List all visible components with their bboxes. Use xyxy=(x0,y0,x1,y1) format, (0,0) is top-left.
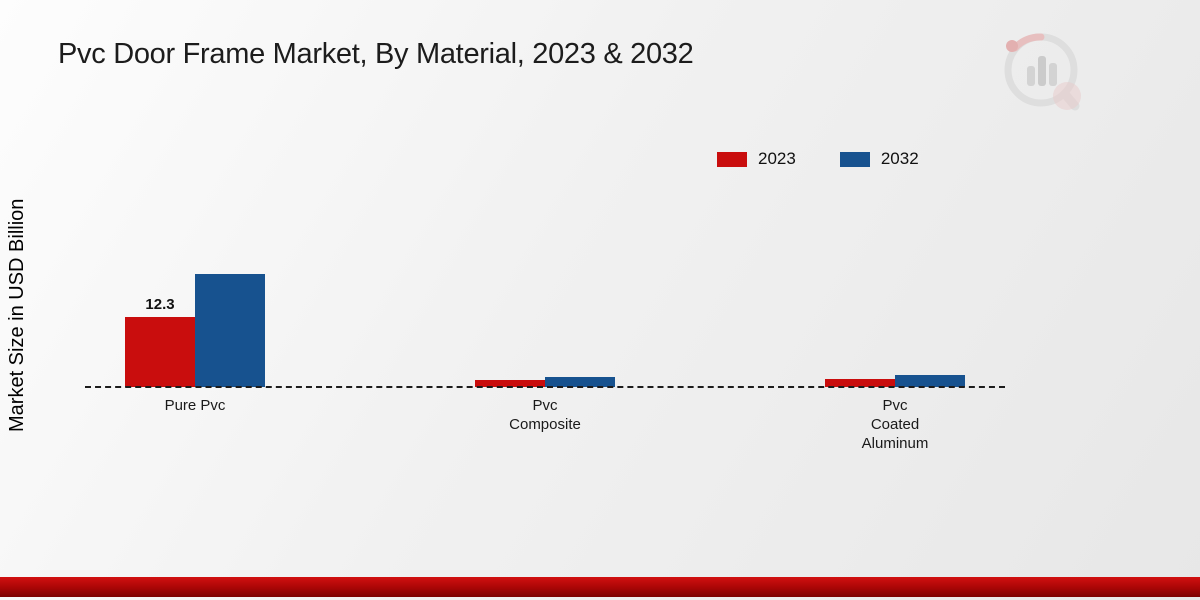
bar-2032-1 xyxy=(195,274,265,387)
chart-title: Pvc Door Frame Market, By Material, 2023… xyxy=(58,38,694,70)
legend-item-2023: 2023 xyxy=(717,149,796,169)
x-axis-baseline xyxy=(85,386,1005,388)
bar-2023-3 xyxy=(825,379,895,387)
legend: 2023 2032 xyxy=(717,149,919,169)
category-labels: Pure Pvc Pvc Composite Pvc Coated Aluminum xyxy=(0,396,1200,466)
bar-value-label: 12.3 xyxy=(145,296,175,313)
bar-2032-2 xyxy=(545,377,615,387)
legend-label-2032: 2032 xyxy=(880,149,919,168)
bar-group-3 xyxy=(825,375,965,387)
bar-group-2 xyxy=(475,377,615,387)
bar-group-1: 12.3 xyxy=(125,274,265,387)
footer-stripe xyxy=(0,577,1200,597)
legend-item-2032: 2032 xyxy=(839,149,919,169)
plot-area: 12.3 xyxy=(85,180,1005,387)
category-label-2: Pvc Composite xyxy=(509,397,581,433)
bar-2023-1: 12.3 xyxy=(125,296,195,387)
category-label-1: Pure Pvc xyxy=(164,397,226,414)
category-label-3: Pvc Coated Aluminum xyxy=(861,397,929,452)
bar-2023-2 xyxy=(475,380,545,387)
legend-swatch-2032 xyxy=(839,151,870,167)
legend-swatch-2023 xyxy=(717,151,747,167)
bar-2032-3 xyxy=(895,375,965,387)
legend-label-2023: 2023 xyxy=(758,149,796,168)
brand-logo-icon xyxy=(995,28,1095,118)
